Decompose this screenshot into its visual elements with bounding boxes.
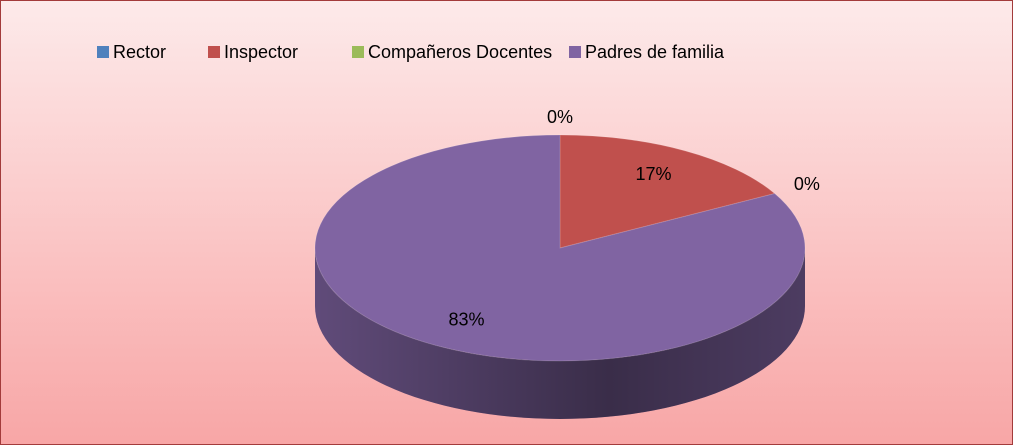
- legend-swatch: [97, 46, 109, 58]
- legend-label: Rector: [113, 42, 166, 62]
- data-label: 0%: [794, 174, 820, 194]
- legend-label: Compañeros Docentes: [368, 42, 552, 62]
- data-label: 17%: [636, 164, 672, 184]
- data-label: 0%: [547, 107, 573, 127]
- legend-label: Inspector: [224, 42, 298, 62]
- legend-swatch: [208, 46, 220, 58]
- pie-slice: [314, 134, 806, 362]
- pie-side-shade: [315, 248, 805, 419]
- legend-swatch: [352, 46, 364, 58]
- legend-swatch: [569, 46, 581, 58]
- data-label: 83%: [448, 310, 484, 330]
- pie-slice: [559, 134, 776, 249]
- legend-label: Padres de familia: [585, 42, 725, 62]
